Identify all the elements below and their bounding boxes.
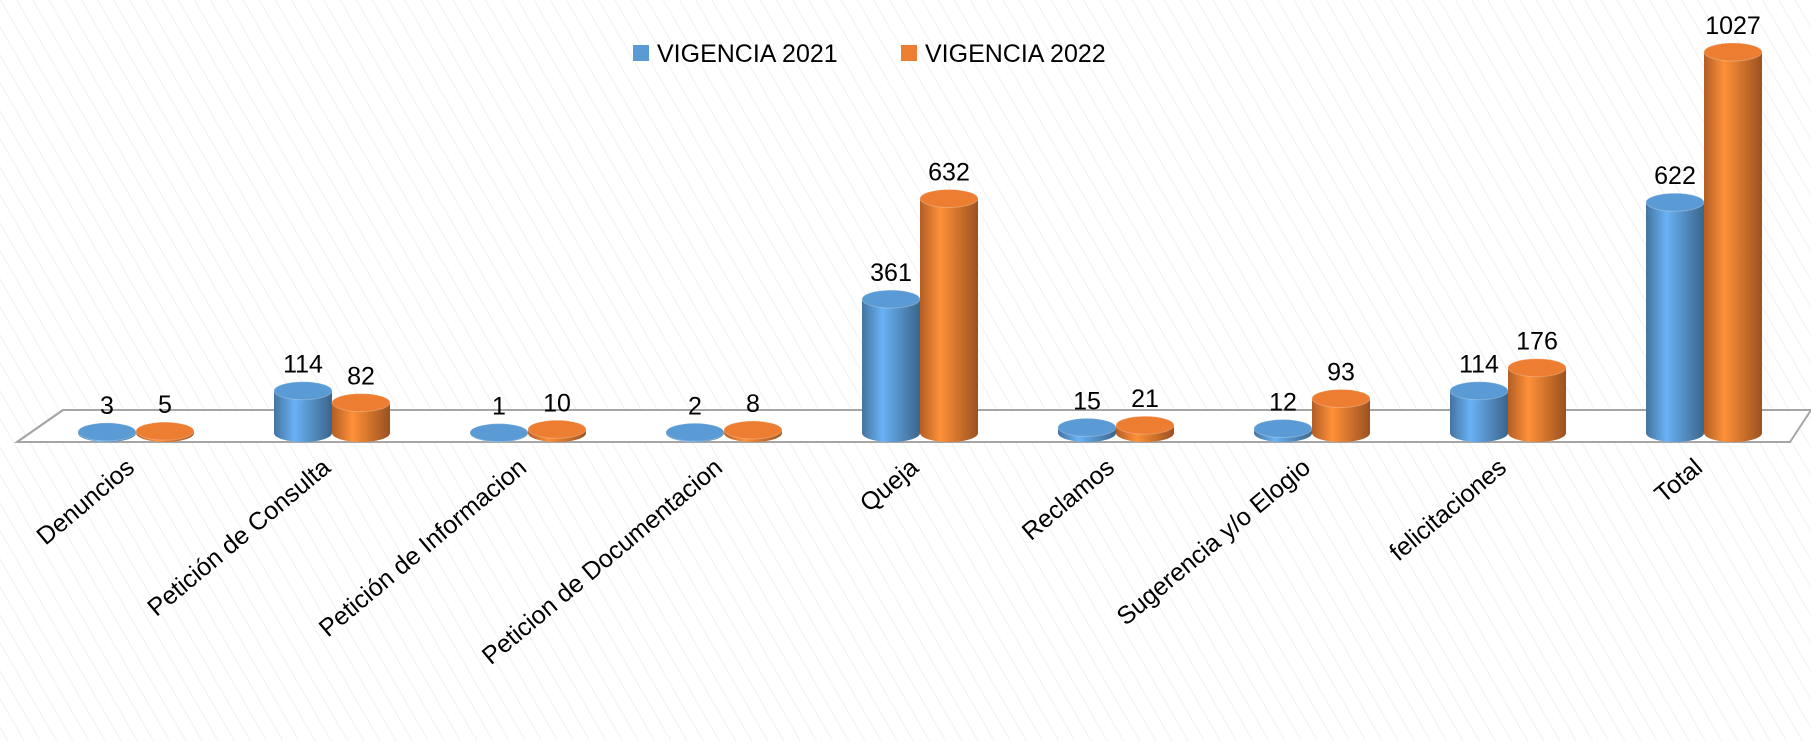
bar — [1449, 381, 1509, 442]
bar — [331, 393, 391, 442]
data-label: 82 — [347, 363, 375, 391]
bar — [665, 422, 725, 442]
data-label: 93 — [1327, 358, 1355, 386]
bar — [1311, 388, 1371, 442]
data-label: 632 — [928, 159, 970, 187]
data-label: 1 — [492, 393, 506, 421]
data-label: 114 — [283, 351, 323, 379]
floor-edge — [16, 409, 64, 443]
bar — [273, 381, 333, 442]
legend-swatch — [633, 45, 649, 61]
data-label: 3 — [100, 392, 114, 420]
bar — [1703, 42, 1763, 442]
bar — [1253, 419, 1313, 442]
legend-swatch — [901, 45, 917, 61]
bar — [1645, 192, 1705, 442]
data-label: 5 — [158, 391, 172, 419]
data-label: 114 — [1459, 351, 1499, 379]
bar — [1507, 358, 1567, 442]
bar — [527, 419, 587, 442]
data-label: 10 — [543, 389, 571, 417]
data-label: 2 — [688, 392, 702, 420]
bar — [723, 420, 783, 442]
legend-label: VIGENCIA 2022 — [925, 40, 1106, 68]
data-label: 15 — [1073, 387, 1101, 415]
legend-label: VIGENCIA 2021 — [657, 40, 838, 68]
bar — [1057, 417, 1117, 442]
bar — [919, 189, 979, 442]
data-label: 21 — [1131, 385, 1159, 413]
data-label: 8 — [746, 390, 760, 418]
bar — [77, 422, 137, 442]
data-label: 12 — [1269, 389, 1297, 417]
bar — [1115, 415, 1175, 442]
data-label: 1027 — [1705, 12, 1761, 40]
data-label: 361 — [870, 259, 912, 287]
bar — [135, 421, 195, 442]
data-label: 176 — [1516, 328, 1558, 356]
data-label: 622 — [1654, 162, 1696, 190]
bar — [861, 289, 921, 442]
bar — [469, 423, 529, 443]
